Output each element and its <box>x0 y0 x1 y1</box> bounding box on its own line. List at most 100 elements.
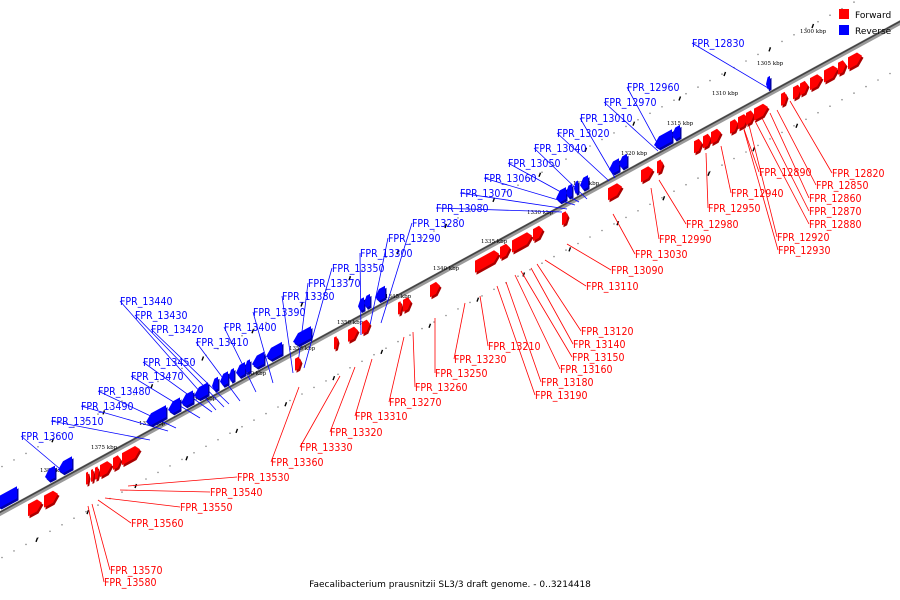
gene-label[interactable]: FPR_12960 <box>627 82 679 94</box>
forward-gene[interactable] <box>738 114 748 130</box>
gene-label[interactable]: FPR_13550 <box>180 502 232 514</box>
gene-label[interactable]: FPR_13230 <box>454 354 506 366</box>
forward-gene[interactable] <box>113 455 121 470</box>
gene-label[interactable]: FPR_12820 <box>832 168 884 180</box>
gene-label[interactable]: FPR_13160 <box>560 364 612 376</box>
gene-label[interactable]: FPR_13480 <box>98 386 150 398</box>
reverse-gene[interactable] <box>266 341 282 360</box>
forward-gene[interactable] <box>711 128 721 145</box>
gene-label[interactable]: FPR_13190 <box>535 390 587 402</box>
reverse-gene[interactable] <box>220 371 228 386</box>
gene-label[interactable]: FPR_13370 <box>308 278 360 290</box>
reverse-gene[interactable] <box>574 180 578 194</box>
gene-label[interactable]: FPR_13020 <box>557 128 609 140</box>
reverse-gene[interactable] <box>556 187 566 203</box>
reverse-gene[interactable] <box>619 153 627 169</box>
gene-label[interactable]: FPR_13090 <box>611 265 663 277</box>
gene-label[interactable]: FPR_13320 <box>330 427 382 439</box>
gene-label[interactable]: FPR_12830 <box>692 38 744 50</box>
reverse-gene[interactable] <box>252 351 264 368</box>
reverse-gene[interactable] <box>358 297 364 312</box>
gene-label[interactable]: FPR_12990 <box>659 234 711 246</box>
gene-label[interactable]: FPR_13450 <box>143 357 195 369</box>
gene-label[interactable]: FPR_13390 <box>253 307 305 319</box>
reverse-gene[interactable] <box>45 465 55 481</box>
reverse-gene[interactable] <box>293 326 311 346</box>
gene-label[interactable]: FPR_13570 <box>110 565 162 577</box>
reverse-gene[interactable] <box>236 362 245 377</box>
forward-gene[interactable] <box>810 74 822 91</box>
gene-label[interactable]: FPR_12970 <box>604 97 656 109</box>
reverse-gene[interactable] <box>364 293 370 308</box>
gene-label[interactable]: FPR_13310 <box>355 411 407 423</box>
forward-gene[interactable] <box>754 103 768 121</box>
gene-label[interactable]: FPR_13350 <box>332 263 384 275</box>
forward-gene[interactable] <box>295 356 301 371</box>
forward-gene[interactable] <box>91 469 94 482</box>
forward-gene[interactable] <box>100 461 112 478</box>
gene-label[interactable]: FPR_13060 <box>484 173 536 185</box>
forward-gene[interactable] <box>334 336 338 350</box>
gene-label[interactable]: FPR_13070 <box>460 188 512 200</box>
gene-label[interactable]: FPR_13330 <box>300 442 352 454</box>
gene-label[interactable]: FPR_13560 <box>131 518 183 530</box>
forward-gene[interactable] <box>824 65 838 83</box>
gene-label[interactable]: FPR_13110 <box>586 281 638 293</box>
gene-label[interactable]: FPR_13360 <box>271 457 323 469</box>
gene-label[interactable]: FPR_13420 <box>151 324 203 336</box>
gene-label[interactable]: FPR_13080 <box>436 203 488 215</box>
reverse-gene[interactable] <box>0 486 17 508</box>
gene-label[interactable]: FPR_13050 <box>508 158 560 170</box>
forward-gene[interactable] <box>86 471 89 485</box>
gene-label[interactable]: FPR_13510 <box>51 416 103 428</box>
forward-gene[interactable] <box>533 225 543 242</box>
forward-gene[interactable] <box>608 183 622 201</box>
gene-label[interactable]: FPR_13140 <box>573 339 625 351</box>
forward-gene[interactable] <box>781 91 787 106</box>
forward-gene[interactable] <box>475 250 499 273</box>
forward-gene[interactable] <box>512 232 532 253</box>
gene-label[interactable]: FPR_12890 <box>759 167 811 179</box>
gene-label[interactable]: FPR_13030 <box>635 249 687 261</box>
gene-label[interactable]: FPR_13600 <box>21 431 73 443</box>
forward-gene[interactable] <box>793 84 801 100</box>
gene-label[interactable]: FPR_13290 <box>388 233 440 245</box>
forward-gene[interactable] <box>95 466 99 480</box>
forward-gene[interactable] <box>348 326 358 342</box>
forward-gene[interactable] <box>44 490 58 508</box>
forward-gene[interactable] <box>362 319 370 335</box>
gene-label[interactable]: FPR_12870 <box>809 206 861 218</box>
gene-label[interactable]: FPR_13440 <box>120 296 172 308</box>
gene-label[interactable]: FPR_13530 <box>237 472 289 484</box>
gene-label[interactable]: FPR_13250 <box>435 368 487 380</box>
gene-label[interactable]: FPR_13270 <box>389 397 441 409</box>
reverse-gene[interactable] <box>58 456 72 474</box>
reverse-gene[interactable] <box>168 397 180 414</box>
reverse-gene[interactable] <box>181 390 193 407</box>
forward-gene[interactable] <box>657 159 663 174</box>
gene-label[interactable]: FPR_13580 <box>104 577 156 589</box>
gene-label[interactable]: FPR_13490 <box>81 401 133 413</box>
gene-label[interactable]: FPR_13180 <box>541 377 593 389</box>
forward-gene[interactable] <box>562 211 568 226</box>
forward-gene[interactable] <box>838 60 846 75</box>
reverse-gene[interactable] <box>146 405 166 426</box>
gene-label[interactable]: FPR_12850 <box>816 180 868 192</box>
forward-gene[interactable] <box>848 52 862 70</box>
gene-label[interactable]: FPR_12930 <box>778 245 830 257</box>
reverse-gene[interactable] <box>566 183 572 198</box>
reverse-gene[interactable] <box>672 124 680 140</box>
gene-label[interactable]: FPR_13120 <box>581 326 633 338</box>
reverse-gene[interactable] <box>229 368 234 382</box>
forward-gene[interactable] <box>800 80 808 96</box>
reverse-gene[interactable] <box>766 75 770 90</box>
gene-label[interactable]: FPR_13040 <box>534 143 586 155</box>
gene-label[interactable]: FPR_13010 <box>580 113 632 125</box>
reverse-gene[interactable] <box>245 359 250 373</box>
gene-label[interactable]: FPR_13470 <box>131 371 183 383</box>
forward-gene[interactable] <box>746 110 754 125</box>
forward-gene[interactable] <box>28 499 42 517</box>
reverse-gene[interactable] <box>212 376 218 391</box>
reverse-gene[interactable] <box>609 158 619 174</box>
gene-label[interactable]: FPR_13400 <box>224 322 276 334</box>
